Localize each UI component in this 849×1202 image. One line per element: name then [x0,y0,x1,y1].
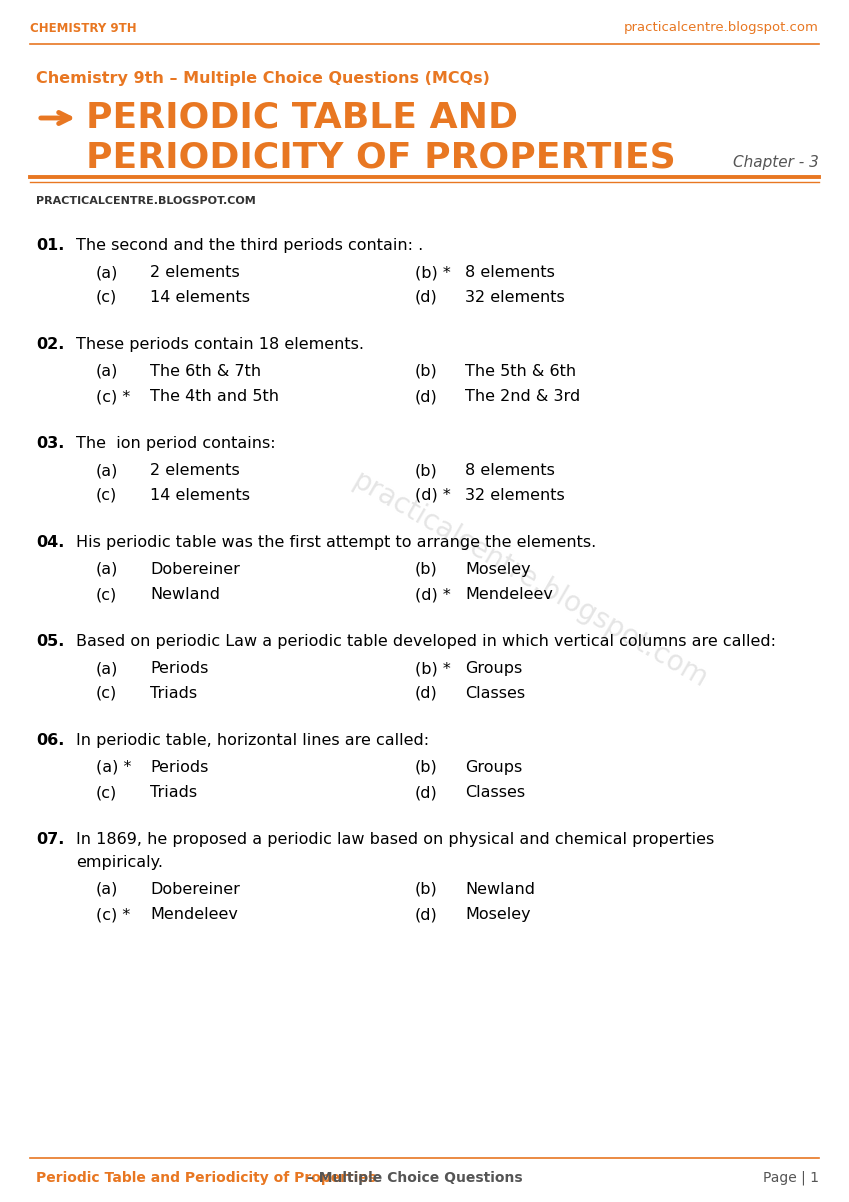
Text: (d): (d) [415,785,438,801]
Text: 8 elements: 8 elements [465,264,555,280]
Text: (a): (a) [96,463,118,478]
Text: Based on periodic Law a periodic table developed in which vertical columns are c: Based on periodic Law a periodic table d… [76,633,776,649]
Text: These periods contain 18 elements.: These periods contain 18 elements. [76,337,364,352]
Text: The  ion period contains:: The ion period contains: [76,436,276,451]
Text: The 4th and 5th: The 4th and 5th [150,389,279,404]
Text: 14 elements: 14 elements [150,290,250,305]
Text: (b): (b) [415,760,438,775]
Text: Moseley: Moseley [465,908,531,922]
Text: (c): (c) [96,290,117,305]
Text: Newland: Newland [150,587,220,602]
Text: The 5th & 6th: The 5th & 6th [465,364,576,379]
Text: Chemistry 9th – Multiple Choice Questions (MCQs): Chemistry 9th – Multiple Choice Question… [36,71,490,85]
Text: Groups: Groups [465,760,522,775]
Text: (a): (a) [96,264,118,280]
Text: (a) *: (a) * [96,760,132,775]
Text: 14 elements: 14 elements [150,488,250,502]
Text: Dobereiner: Dobereiner [150,882,240,897]
Text: (d) *: (d) * [415,488,451,502]
Text: The second and the third periods contain: .: The second and the third periods contain… [76,238,424,252]
Text: 02.: 02. [36,337,65,352]
Text: practicalcentre.blogspot.com: practicalcentre.blogspot.com [347,466,712,694]
Text: PERIODICITY OF PROPERTIES: PERIODICITY OF PROPERTIES [86,141,676,175]
Text: Groups: Groups [465,661,522,676]
Text: The 6th & 7th: The 6th & 7th [150,364,261,379]
Text: In 1869, he proposed a periodic law based on physical and chemical properties: In 1869, he proposed a periodic law base… [76,832,714,847]
Text: Classes: Classes [465,686,526,701]
Text: (c) *: (c) * [96,389,130,404]
Text: practicalcentre.blogspot.com: practicalcentre.blogspot.com [624,22,819,35]
Text: Classes: Classes [465,785,526,801]
Text: Triads: Triads [150,785,197,801]
Text: (d): (d) [415,908,438,922]
Text: (b) *: (b) * [415,264,451,280]
Text: (a): (a) [96,364,118,379]
Text: Mendeleev: Mendeleev [150,908,238,922]
Text: (b): (b) [415,364,438,379]
Text: 05.: 05. [36,633,65,649]
Text: 07.: 07. [36,832,65,847]
Text: (b): (b) [415,882,438,897]
Text: 32 elements: 32 elements [465,488,565,502]
Text: 01.: 01. [36,238,65,252]
Text: Periods: Periods [150,661,208,676]
Text: (d): (d) [415,290,438,305]
Text: 8 elements: 8 elements [465,463,555,478]
Text: (d): (d) [415,686,438,701]
Text: (d) *: (d) * [415,587,451,602]
Text: (c): (c) [96,686,117,701]
Text: 2 elements: 2 elements [150,264,239,280]
Text: (d): (d) [415,389,438,404]
Text: 03.: 03. [36,436,65,451]
Text: CHEMISTRY 9TH: CHEMISTRY 9TH [30,22,137,35]
Text: (b) *: (b) * [415,661,451,676]
Text: Page | 1: Page | 1 [763,1171,819,1185]
Text: 32 elements: 32 elements [465,290,565,305]
Text: PERIODIC TABLE AND: PERIODIC TABLE AND [86,101,518,135]
Text: (c): (c) [96,488,117,502]
Text: 06.: 06. [36,733,65,748]
Text: (a): (a) [96,882,118,897]
Text: (b): (b) [415,563,438,577]
Text: (a): (a) [96,661,118,676]
Text: (b): (b) [415,463,438,478]
Text: 2 elements: 2 elements [150,463,239,478]
Text: (c): (c) [96,587,117,602]
Text: (c): (c) [96,785,117,801]
Text: Chapter - 3: Chapter - 3 [734,155,819,171]
Text: The 2nd & 3rd: The 2nd & 3rd [465,389,580,404]
Text: Periods: Periods [150,760,208,775]
Text: (a): (a) [96,563,118,577]
Text: Newland: Newland [465,882,535,897]
Text: (c) *: (c) * [96,908,130,922]
Text: Dobereiner: Dobereiner [150,563,240,577]
Text: – Multiple Choice Questions: – Multiple Choice Questions [302,1171,523,1185]
Text: empiricaly.: empiricaly. [76,855,163,870]
Text: 04.: 04. [36,535,65,551]
Text: Mendeleev: Mendeleev [465,587,553,602]
Text: His periodic table was the first attempt to arrange the elements.: His periodic table was the first attempt… [76,535,596,551]
Text: In periodic table, horizontal lines are called:: In periodic table, horizontal lines are … [76,733,429,748]
Text: Moseley: Moseley [465,563,531,577]
Text: Periodic Table and Periodicity of Properties: Periodic Table and Periodicity of Proper… [36,1171,376,1185]
Text: PRACTICALCENTRE.BLOGSPOT.COM: PRACTICALCENTRE.BLOGSPOT.COM [36,196,256,206]
Text: Triads: Triads [150,686,197,701]
